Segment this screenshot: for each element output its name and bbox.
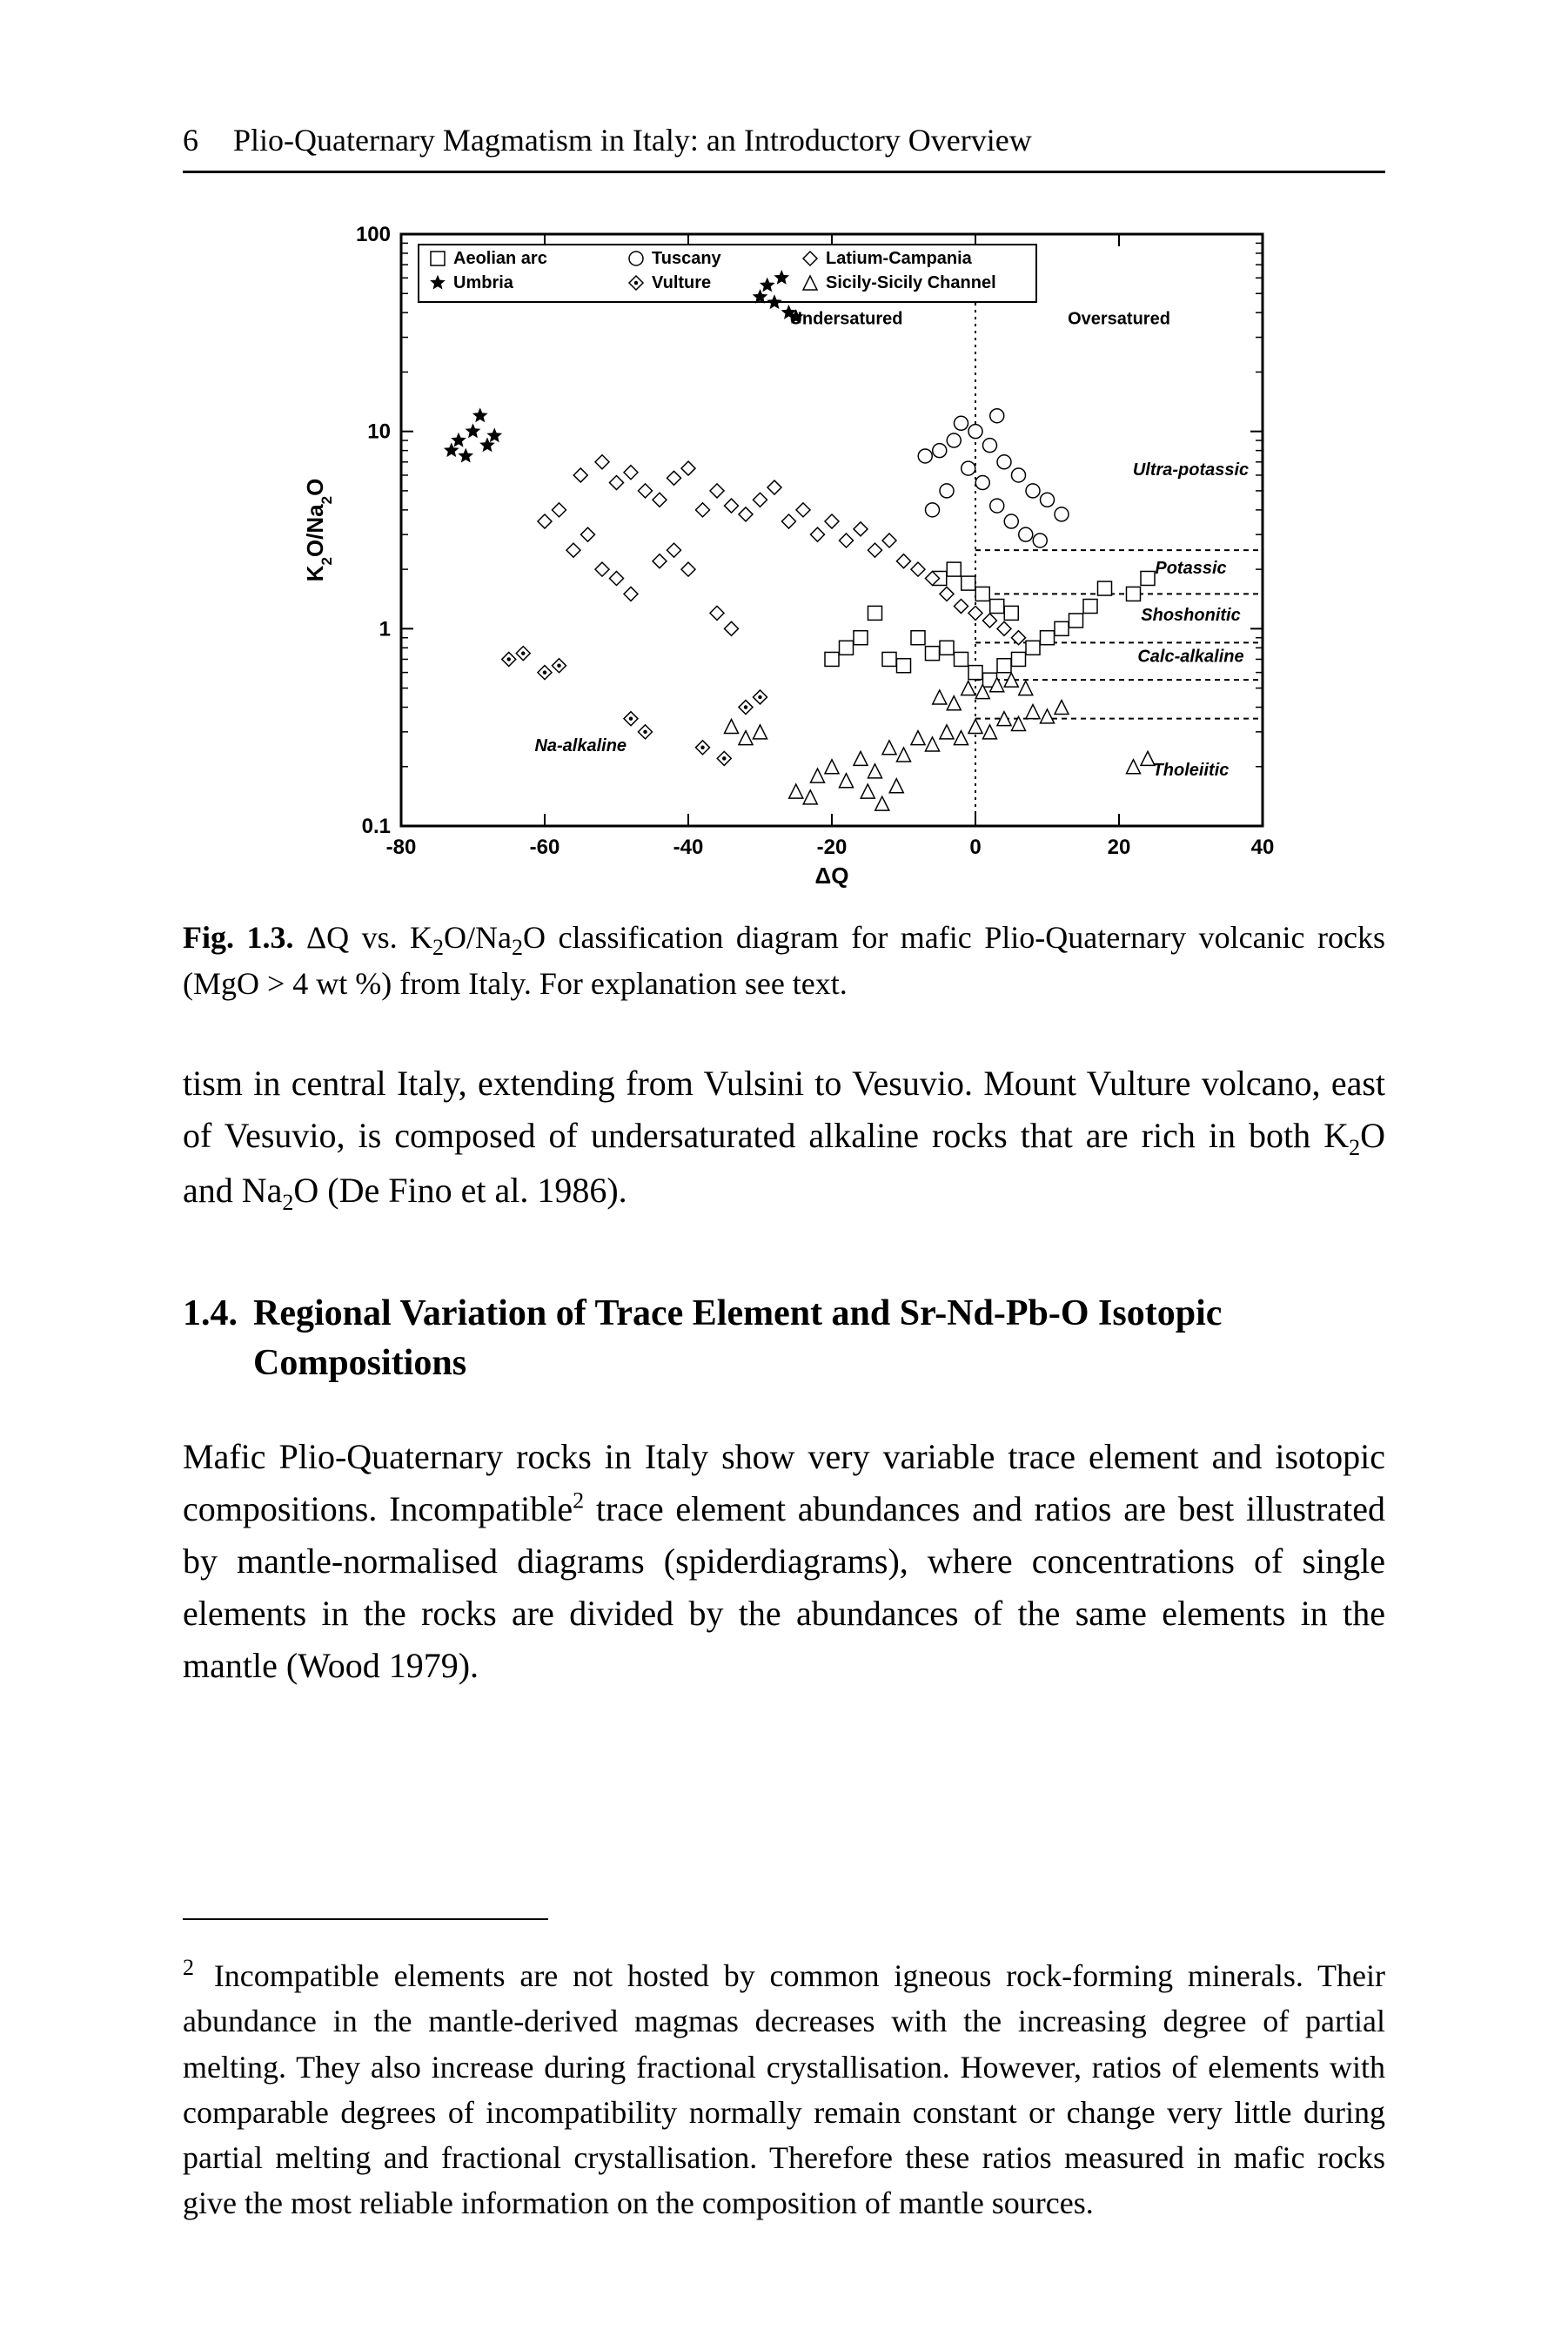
- section-number: 1.4.: [183, 1289, 238, 1339]
- svg-text:Aeolian arc: Aeolian arc: [453, 249, 547, 268]
- page-number: 6: [183, 122, 198, 158]
- footnote-rule: [183, 1918, 548, 1920]
- chart-svg: -80 -60 -40 -20 0 20 40 0.1 1 10 100 ΔQ K2O/Na2O Unde…: [271, 217, 1297, 896]
- svg-text:-80: -80: [386, 836, 417, 859]
- running-head: 6 Plio-Quaternary Magmatism in Italy: an…: [183, 122, 1385, 158]
- caption-text-a: ΔQ vs. K: [293, 920, 432, 955]
- svg-text:1: 1: [379, 617, 391, 641]
- body1-c: O (De Fino et al. 1986).: [293, 1171, 627, 1210]
- svg-text:20: 20: [1108, 836, 1131, 859]
- svg-text:K2O/Na2O: K2O/Na2O: [302, 479, 335, 582]
- footnote: 2 Incompatible elements are not hosted b…: [183, 1951, 1385, 2226]
- svg-text:-40: -40: [673, 836, 704, 859]
- body1-sub-1: 2: [1349, 1135, 1360, 1160]
- svg-text:Shoshonitic: Shoshonitic: [1141, 606, 1240, 625]
- classification-chart: -80 -60 -40 -20 0 20 40 0.1 1 10 100 ΔQ K2O/Na2O Unde…: [271, 217, 1297, 896]
- page: 6 Plio-Quaternary Magmatism in Italy: an…: [0, 0, 1568, 2350]
- header-rule: [183, 171, 1385, 173]
- body-paragraph-2: Mafic Plio-Quaternary rocks in Italy sho…: [183, 1431, 1385, 1692]
- svg-text:0.1: 0.1: [362, 815, 391, 838]
- svg-text:100: 100: [356, 223, 391, 246]
- footnote-text: Incompatible elements are not hosted by …: [183, 1958, 1385, 2220]
- body-paragraph-1: tism in central Italy, extending from Vu…: [183, 1058, 1385, 1219]
- footnote-mark: 2: [183, 1955, 194, 1980]
- svg-text:Tholeiitic: Tholeiitic: [1153, 761, 1230, 780]
- svg-text:10: 10: [367, 420, 391, 444]
- caption-sub-1: 2: [432, 935, 444, 960]
- svg-text:Ultra-potassic: Ultra-potassic: [1133, 460, 1249, 480]
- svg-text:0: 0: [969, 836, 981, 859]
- svg-text:Tuscany: Tuscany: [652, 249, 722, 268]
- figure-wrapper: -80 -60 -40 -20 0 20 40 0.1 1 10 100 ΔQ K2O/Na2O Unde…: [183, 217, 1385, 896]
- svg-text:Vulture: Vulture: [652, 273, 711, 292]
- caption-lead: Fig. 1.3.: [183, 920, 293, 955]
- svg-text:Undersatured: Undersatured: [789, 309, 902, 328]
- body1-a: tism in central Italy, extending from Vu…: [183, 1064, 1385, 1155]
- running-title: Plio-Quaternary Magmatism in Italy: an I…: [233, 122, 1032, 158]
- svg-text:-20: -20: [817, 836, 848, 859]
- svg-text:Calc-alkaline: Calc-alkaline: [1137, 647, 1243, 666]
- svg-text:Umbria: Umbria: [453, 273, 514, 292]
- svg-text:40: 40: [1251, 836, 1275, 859]
- svg-text:Na-alkaline: Na-alkaline: [534, 736, 627, 755]
- svg-text:ΔQ: ΔQ: [815, 863, 849, 889]
- svg-text:Potassic: Potassic: [1155, 559, 1226, 578]
- section-heading: 1.4. Regional Variation of Trace Element…: [183, 1289, 1385, 1387]
- svg-text:Sicily-Sicily Channel: Sicily-Sicily Channel: [826, 273, 996, 292]
- caption-text-b: O/Na: [444, 920, 512, 955]
- svg-text:Latium-Campania: Latium-Campania: [826, 249, 973, 268]
- section-title: Regional Variation of Trace Element and …: [253, 1289, 1385, 1387]
- caption-sub-2: 2: [512, 935, 523, 960]
- svg-text:-60: -60: [530, 836, 560, 859]
- body1-sub-2: 2: [282, 1190, 293, 1215]
- body2-sup: 2: [573, 1488, 584, 1514]
- figure-caption: Fig. 1.3. ΔQ vs. K2O/Na2O classification…: [183, 916, 1385, 1005]
- svg-text:Oversatured: Oversatured: [1068, 309, 1170, 328]
